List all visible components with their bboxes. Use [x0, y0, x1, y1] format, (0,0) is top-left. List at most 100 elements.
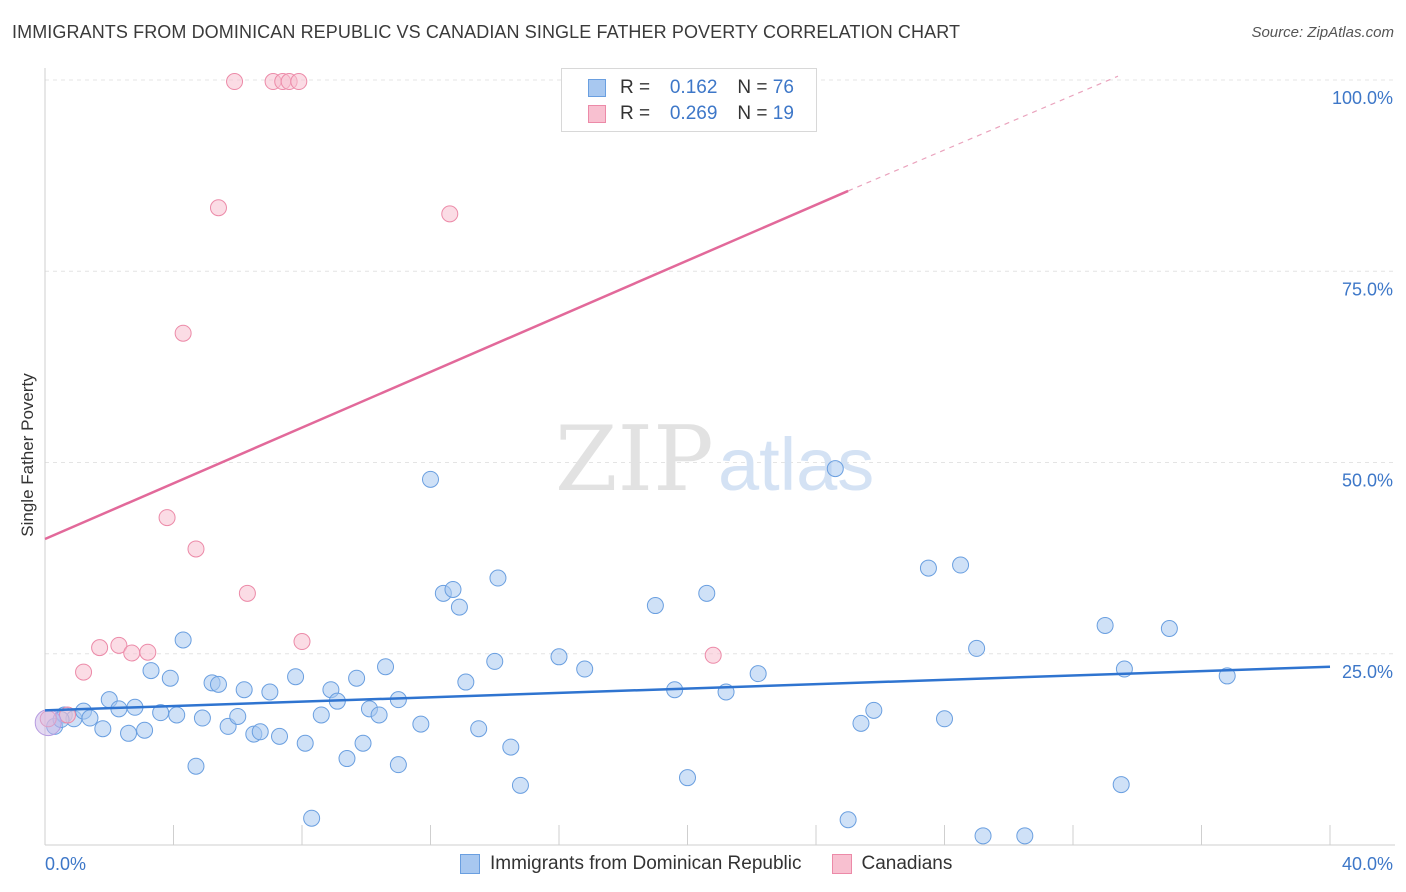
data-point-immigrants: [1160, 620, 1178, 638]
legend-r-value: 0.162: [669, 77, 718, 98]
data-point-immigrants: [287, 668, 305, 686]
series-label: Immigrants from Dominican Republic: [490, 853, 802, 874]
source-credit: Source: ZipAtlas.com: [1251, 24, 1394, 41]
data-point-immigrants: [389, 756, 407, 774]
data-point-immigrants: [229, 707, 247, 725]
chart-title: IMMIGRANTS FROM DOMINICAN REPUBLIC VS CA…: [12, 22, 961, 42]
data-point-immigrants: [81, 709, 99, 727]
data-point-canadians: [209, 199, 227, 217]
data-point-immigrants: [271, 727, 289, 745]
series-legend: Immigrants from Dominican Republic Canad…: [460, 852, 982, 876]
data-point-immigrants: [865, 701, 883, 719]
data-point-immigrants: [354, 734, 372, 752]
data-point-immigrants: [444, 580, 462, 598]
data-point-immigrants: [502, 738, 520, 756]
data-point-immigrants: [120, 724, 138, 742]
data-point-immigrants: [187, 757, 205, 775]
series-label: Canadians: [861, 853, 953, 874]
data-point-immigrants: [550, 648, 568, 666]
data-point-immigrants: [952, 556, 970, 574]
data-point-immigrants: [161, 669, 179, 687]
data-point-canadians: [238, 584, 256, 602]
watermark-atlas: atlas: [718, 423, 874, 506]
data-point-immigrants: [919, 559, 937, 577]
data-point-immigrants: [826, 460, 844, 478]
data-point-canadians: [226, 73, 244, 91]
legend-row-immigrants: R = 0.162 N = 76: [588, 76, 794, 100]
watermark: ZIP atlas: [555, 407, 874, 512]
series-legend-immigrants: Immigrants from Dominican Republic: [460, 853, 802, 875]
data-point-immigrants: [457, 673, 475, 691]
data-point-immigrants: [412, 715, 430, 733]
data-point-immigrants: [261, 683, 279, 701]
data-point-immigrants: [193, 709, 211, 727]
trend-line-canadians-extension: [847, 75, 1119, 192]
data-point-canadians: [139, 643, 157, 661]
data-point-canadians: [441, 205, 459, 223]
legend-n-value: 19: [772, 103, 794, 124]
data-point-canadians: [187, 540, 205, 558]
y-tick-label: 50.0%: [1342, 471, 1393, 491]
data-point-canadians: [290, 73, 308, 91]
legend-swatch-pink: [588, 105, 606, 123]
tick-labels: 25.0% 50.0% 75.0% 100.0% 0.0% 40.0%: [45, 88, 1393, 874]
data-point-canadians: [293, 633, 311, 651]
data-point-immigrants: [312, 706, 330, 724]
data-point-immigrants: [679, 769, 696, 787]
data-point-immigrants: [1218, 667, 1236, 685]
data-point-immigrants: [174, 631, 192, 649]
data-point-canadians: [158, 509, 176, 527]
data-point-immigrants: [296, 734, 314, 752]
data-point-immigrants: [974, 827, 992, 845]
data-point-immigrants: [168, 706, 186, 724]
legend-n-value: 76: [772, 77, 794, 98]
y-tick-label: 25.0%: [1342, 662, 1393, 682]
data-point-immigrants: [839, 811, 857, 829]
legend-n-label: N =: [737, 77, 768, 98]
legend-r-value: 0.269: [669, 103, 718, 124]
data-point-immigrants: [749, 665, 767, 683]
y-tick-label: 100.0%: [1332, 88, 1393, 108]
data-point-immigrants: [450, 598, 468, 616]
data-point-canadians: [174, 324, 192, 342]
y-tick-label: 75.0%: [1342, 279, 1393, 299]
data-point-immigrants: [303, 809, 321, 827]
data-point-immigrants: [209, 675, 227, 693]
data-point-immigrants: [348, 669, 366, 687]
series-swatch-pink: [831, 854, 852, 874]
x-tick-label: 40.0%: [1342, 854, 1393, 874]
legend-row-canadians: R = 0.269 N = 19: [588, 102, 794, 126]
data-point-immigrants: [235, 681, 253, 699]
legend-r-label: R =: [620, 77, 651, 98]
data-point-immigrants: [1112, 776, 1130, 794]
data-point-immigrants: [511, 776, 529, 794]
data-point-immigrants: [489, 569, 507, 587]
data-point-immigrants: [646, 597, 664, 615]
data-point-immigrants: [370, 706, 388, 724]
trend-line-immigrants: [44, 665, 1331, 712]
legend-swatch-blue: [588, 79, 606, 97]
data-point-immigrants: [470, 720, 488, 738]
data-point-immigrants: [142, 662, 160, 680]
x-tick-label: 0.0%: [45, 854, 86, 874]
data-point-immigrants: [852, 714, 870, 732]
data-point-canadians: [704, 646, 722, 664]
data-point-cluster: [34, 709, 62, 737]
data-point-immigrants: [936, 710, 953, 728]
trend-lines: [44, 75, 1331, 712]
data-point-immigrants: [94, 720, 112, 738]
data-point-canadians: [75, 663, 93, 681]
data-point-immigrants: [136, 721, 154, 739]
data-point-canadians: [123, 644, 141, 662]
data-point-immigrants: [576, 660, 594, 678]
watermark-zip: ZIP: [555, 407, 714, 512]
data-point-immigrants: [377, 658, 395, 676]
data-point-immigrants: [698, 584, 716, 602]
legend-r-label: R =: [620, 103, 651, 124]
series-swatch-blue: [460, 854, 480, 874]
data-point-immigrants: [1016, 827, 1034, 845]
trend-line-canadians: [44, 189, 849, 541]
data-point-immigrants: [251, 723, 269, 741]
series-legend-canadians: Canadians: [831, 853, 953, 875]
